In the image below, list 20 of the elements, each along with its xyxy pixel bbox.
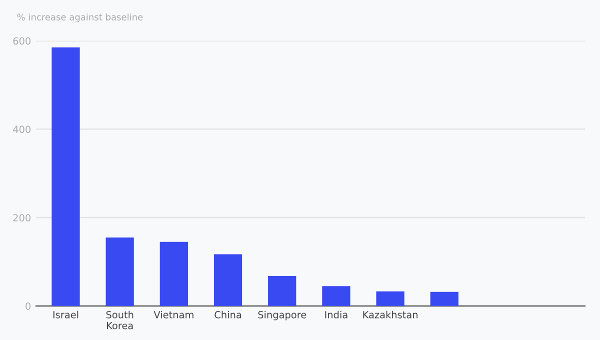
x-tick-label: China — [214, 310, 242, 318]
y-tick-label: 600 — [13, 37, 30, 45]
bar — [52, 47, 80, 306]
bar — [376, 291, 404, 306]
x-tick-label: South Korea — [106, 310, 134, 330]
bar — [322, 286, 350, 306]
x-tick-label: Israel — [53, 310, 78, 318]
y-tick-label: 200 — [13, 214, 30, 222]
bar — [106, 237, 134, 306]
y-tick-label: 0 — [26, 302, 30, 310]
bar — [160, 242, 188, 306]
y-axis-title: % increase against baseline — [17, 14, 143, 22]
bar — [430, 292, 458, 306]
y-tick-label: 400 — [13, 126, 30, 134]
bar — [214, 254, 242, 306]
x-tick-label: India — [325, 310, 348, 318]
x-tick-label: Singapore — [258, 310, 306, 320]
bar — [268, 276, 296, 306]
x-tick-label: Kazakhstan — [363, 310, 418, 318]
x-tick-label: Vietnam — [154, 310, 194, 318]
